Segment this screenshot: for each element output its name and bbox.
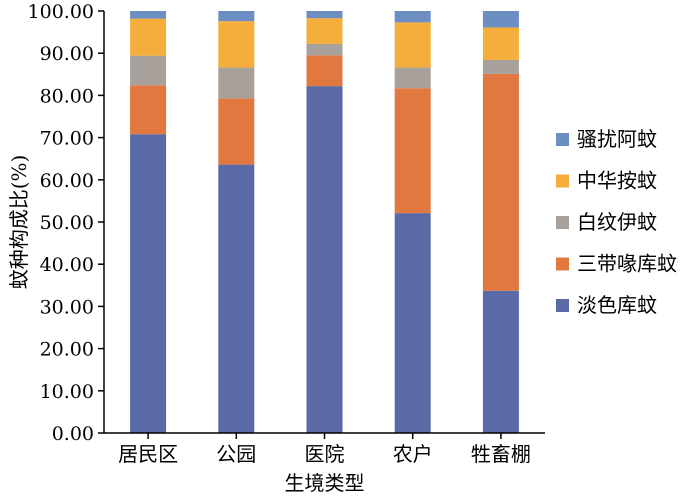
y-tick-label: 70.00 [40, 128, 94, 150]
bar-segment-1-3 [130, 55, 167, 86]
bar-segment-1-2 [130, 85, 167, 135]
y-tick-label: 0.00 [52, 423, 94, 445]
legend-label: 骚扰阿蚊 [577, 127, 657, 151]
legend-swatch [556, 216, 569, 229]
legend-swatch [556, 257, 569, 271]
bar-segment-2-3 [218, 67, 255, 99]
bar-segment-3-4 [306, 18, 343, 44]
bar-segment-1-4 [130, 18, 167, 56]
bar-segment-5-1 [482, 290, 519, 433]
bar-segment-2-5 [218, 11, 255, 22]
bar-segment-4-2 [394, 88, 431, 214]
bar-segment-3-5 [306, 11, 343, 19]
legend-label: 三带喙库蚊 [577, 252, 677, 276]
category-label: 农户 [393, 442, 433, 466]
bar-segment-4-4 [394, 22, 431, 68]
y-tick-label: 40.00 [40, 254, 94, 276]
y-tick-label: 10.00 [40, 381, 94, 403]
category-label: 牲畜棚 [471, 442, 531, 466]
bar-segment-4-1 [394, 213, 431, 433]
bar-segment-5-3 [482, 59, 519, 74]
category-label: 公园 [216, 442, 256, 466]
bar-segment-1-5 [130, 11, 167, 19]
bar-segment-4-5 [394, 11, 431, 23]
y-tick-label: 80.00 [40, 85, 94, 107]
bar-segment-2-4 [218, 21, 255, 68]
y-tick-label: 50.00 [40, 212, 94, 234]
bar-segment-5-4 [482, 27, 519, 60]
bar-segment-3-1 [306, 86, 343, 434]
y-axis-title: 蚊种构成比(%) [7, 155, 31, 290]
legend-swatch [556, 133, 569, 146]
bar-segment-5-5 [482, 11, 519, 28]
bars-layer [130, 11, 519, 434]
y-tick-label: 30.00 [40, 296, 94, 318]
legend-label: 淡色库蚊 [577, 293, 657, 317]
y-tick-label: 90.00 [40, 43, 94, 65]
category-label: 医院 [305, 442, 345, 466]
bar-segment-2-1 [218, 164, 255, 434]
y-tick-label: 100.00 [28, 1, 94, 23]
bar-segment-3-3 [306, 43, 343, 56]
legend-label: 白纹伊蚊 [577, 210, 657, 234]
bar-segment-2-2 [218, 98, 255, 165]
legend-swatch [556, 299, 569, 312]
category-label: 居民区 [118, 442, 178, 466]
bar-segment-3-2 [306, 55, 343, 87]
bar-segment-4-3 [394, 67, 431, 89]
x-axis-title: 生境类型 [285, 471, 365, 495]
legend-label: 中华按蚊 [577, 169, 657, 193]
bar-segment-5-2 [482, 73, 519, 291]
y-tick-label: 60.00 [40, 170, 94, 192]
x-ticks: 居民区 公园 医院 农户 牲畜棚 [118, 433, 531, 466]
y-tick-label: 20.00 [40, 339, 94, 361]
y-ticks: 0.00 10.00 20.00 30.00 40.00 50.00 60.00 70.00 8… [28, 1, 104, 445]
bar-segment-1-1 [130, 134, 167, 433]
legend-swatch [556, 174, 569, 188]
